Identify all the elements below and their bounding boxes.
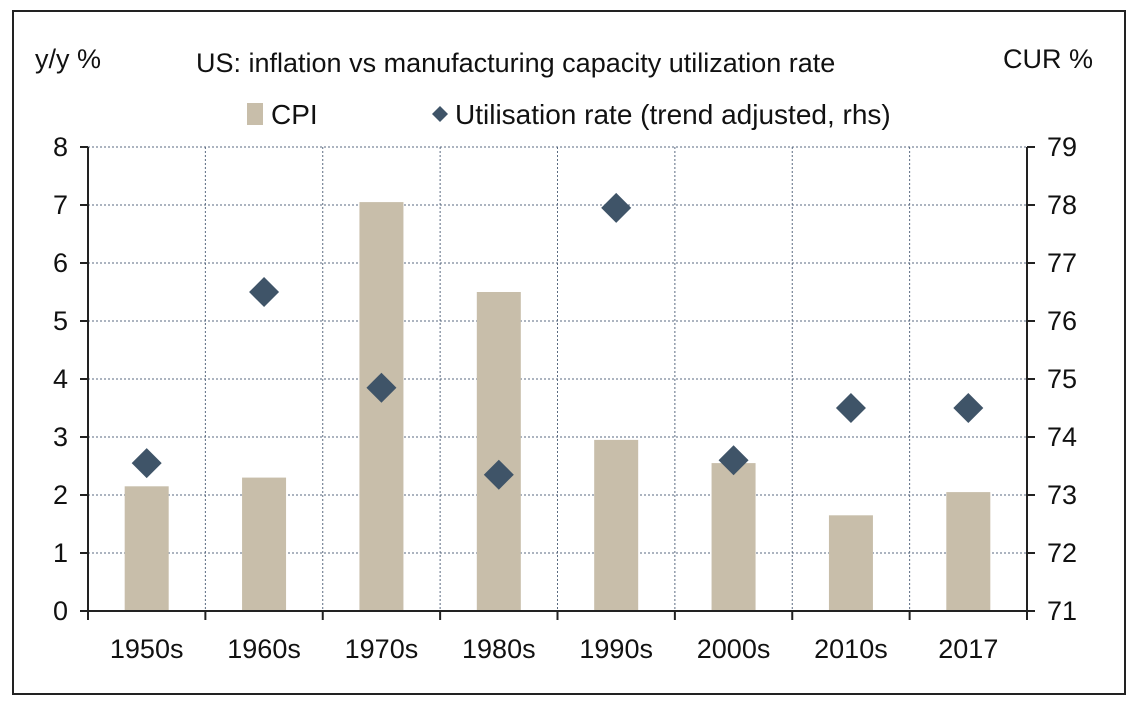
legend-cpi-swatch xyxy=(247,103,263,125)
x-tick-label: 1990s xyxy=(579,634,653,664)
grid xyxy=(88,146,1027,611)
cpi-bars xyxy=(124,202,991,611)
left-tick-label: 4 xyxy=(53,364,68,394)
utilisation-markers xyxy=(131,192,984,490)
left-tick-label: 5 xyxy=(53,306,68,336)
utilisation-marker xyxy=(601,192,632,223)
right-tick-label: 74 xyxy=(1047,422,1077,452)
utilisation-marker xyxy=(953,393,984,423)
legend-utilisation-swatch xyxy=(432,106,448,122)
left-tick-label: 6 xyxy=(53,248,68,278)
x-tick-label: 1980s xyxy=(462,634,536,664)
legend-cpi-label: CPI xyxy=(271,99,318,130)
right-tick-label: 71 xyxy=(1047,596,1077,626)
x-tick-label: 1950s xyxy=(110,634,184,664)
right-tick-label: 75 xyxy=(1047,364,1077,394)
legend-utilisation-label: Utilisation rate (trend adjusted, rhs) xyxy=(455,99,891,130)
cpi-bar xyxy=(476,292,521,611)
utilisation-marker xyxy=(249,277,280,307)
right-tick-label: 77 xyxy=(1047,248,1077,278)
right-tick-label: 76 xyxy=(1047,306,1077,336)
utilisation-marker xyxy=(131,448,162,479)
x-tick-label: 2010s xyxy=(814,634,888,664)
right-tick-labels: 71 72 73 74 75 76 77 78 79 xyxy=(1047,132,1077,626)
right-tick-label: 73 xyxy=(1047,480,1077,510)
left-tick-label: 0 xyxy=(53,596,68,626)
utilisation-marker xyxy=(718,445,749,476)
utilisation-marker xyxy=(483,459,514,490)
left-tick-label: 1 xyxy=(53,538,68,568)
utilisation-marker xyxy=(835,393,866,423)
cpi-bar xyxy=(594,439,639,611)
axes xyxy=(80,146,1035,620)
x-tick-label: 2000s xyxy=(697,634,771,664)
left-axis-label: y/y % xyxy=(35,44,101,74)
left-tick-label: 2 xyxy=(53,480,68,510)
cpi-bar xyxy=(242,477,287,611)
x-tick-labels: 1950s 1960s 1970s 1980s 1990s 2000s 2010s 2017 xyxy=(110,634,998,664)
x-tick-label: 1970s xyxy=(345,634,419,664)
chart-title: US: inflation vs manufacturing capacity … xyxy=(196,48,835,78)
left-tick-label: 7 xyxy=(53,190,68,220)
x-tick-label: 1960s xyxy=(227,634,301,664)
cpi-bar xyxy=(359,202,404,611)
x-tick-label: 2017 xyxy=(938,634,998,664)
cpi-bar xyxy=(946,492,991,611)
legend: CPI Utilisation rate (trend adjusted, rh… xyxy=(247,99,891,130)
left-tick-label: 3 xyxy=(53,422,68,452)
left-tick-label: 8 xyxy=(53,132,68,162)
cpi-bar xyxy=(828,515,873,611)
right-tick-label: 72 xyxy=(1047,538,1077,568)
chart-frame xyxy=(12,10,1126,695)
right-axis-label: CUR % xyxy=(1003,44,1093,74)
right-tick-label: 79 xyxy=(1047,132,1077,162)
utilisation-marker xyxy=(366,372,397,403)
cpi-bar xyxy=(711,463,756,611)
cpi-bar xyxy=(124,486,169,611)
left-tick-labels: 0 1 2 3 4 5 6 7 8 xyxy=(53,132,68,626)
right-tick-label: 78 xyxy=(1047,190,1077,220)
